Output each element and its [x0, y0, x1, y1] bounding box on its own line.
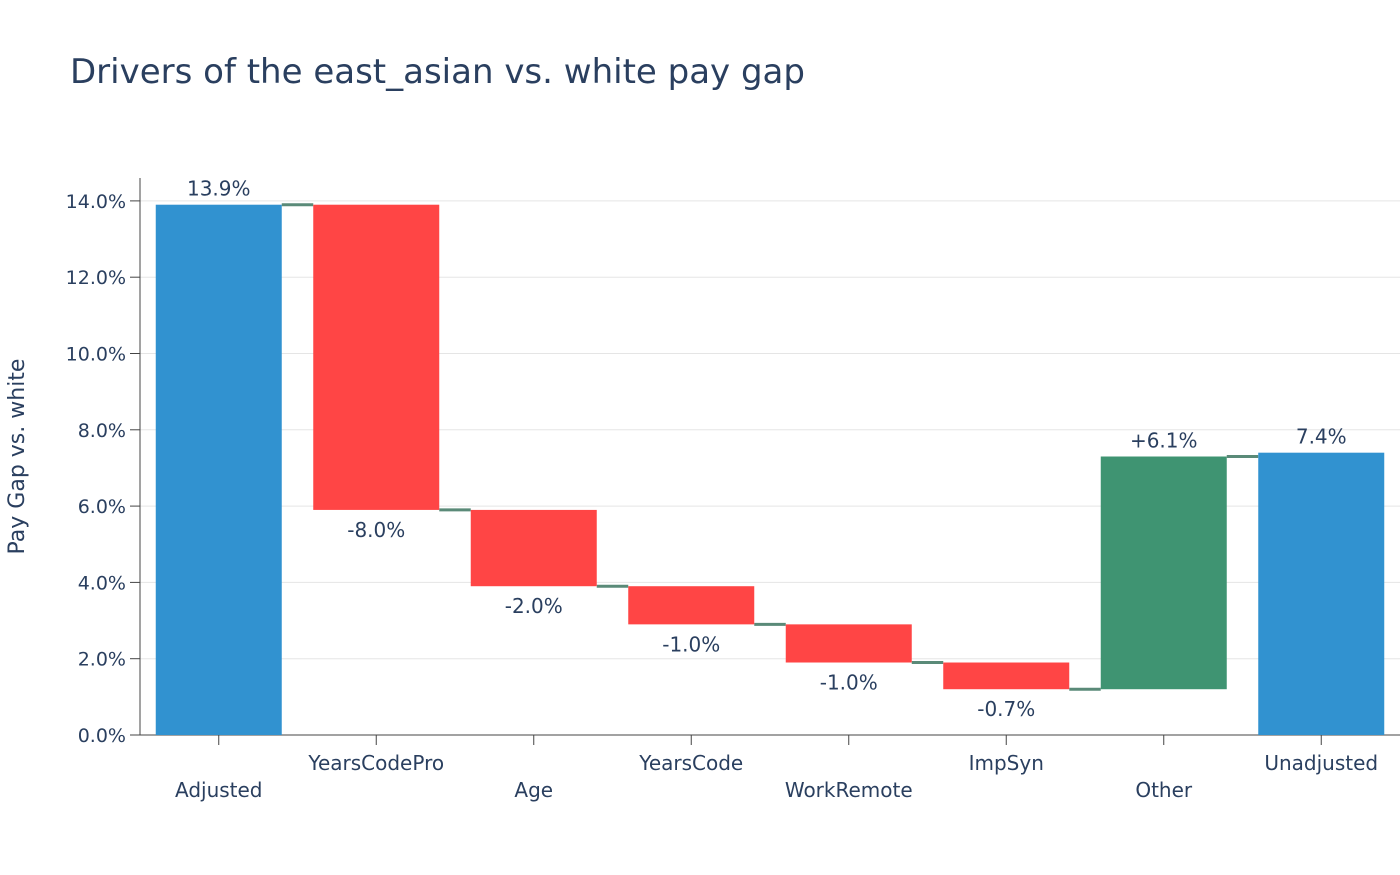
- y-tick-label: 12.0%: [66, 267, 126, 289]
- bar-other: [1100, 456, 1227, 690]
- bar-age: [470, 509, 597, 587]
- y-tick-label: 2.0%: [78, 649, 126, 671]
- x-tick-label: YearsCodePro: [307, 751, 444, 775]
- data-label: +6.1%: [1130, 429, 1198, 453]
- data-label: -0.7%: [977, 697, 1035, 721]
- chart-title: Drivers of the east_asian vs. white pay …: [70, 52, 805, 92]
- bar-unadjusted: [1258, 452, 1385, 735]
- data-label: 7.4%: [1296, 425, 1347, 449]
- y-tick-label: 14.0%: [66, 191, 126, 213]
- data-label: -2.0%: [505, 594, 563, 618]
- bar-yearscode: [628, 586, 755, 625]
- x-tick-label: Adjusted: [175, 778, 263, 802]
- x-tick-label: WorkRemote: [785, 778, 913, 802]
- x-tick-label: Other: [1135, 778, 1193, 802]
- data-label: -1.0%: [662, 632, 720, 656]
- x-tick-label: ImpSyn: [969, 751, 1044, 775]
- data-label: -8.0%: [347, 518, 405, 542]
- bar-yearscodepro: [313, 204, 440, 510]
- x-tick-label: YearsCode: [638, 751, 743, 775]
- y-tick-label: 6.0%: [78, 496, 126, 518]
- y-axis-title: Pay Gap vs. white: [5, 359, 30, 555]
- y-tick-label: 10.0%: [66, 343, 126, 365]
- y-tick-label: 8.0%: [78, 420, 126, 442]
- x-tick-label: Unadjusted: [1264, 751, 1378, 775]
- bar-adjusted: [155, 204, 282, 736]
- data-label: -1.0%: [820, 671, 878, 695]
- y-tick-label: 4.0%: [78, 572, 126, 594]
- data-label: 13.9%: [187, 177, 251, 201]
- x-tick-label: Age: [514, 778, 553, 802]
- y-tick-label: 0.0%: [78, 725, 126, 747]
- bar-workremote: [785, 624, 912, 663]
- bar-impsyn: [943, 662, 1070, 690]
